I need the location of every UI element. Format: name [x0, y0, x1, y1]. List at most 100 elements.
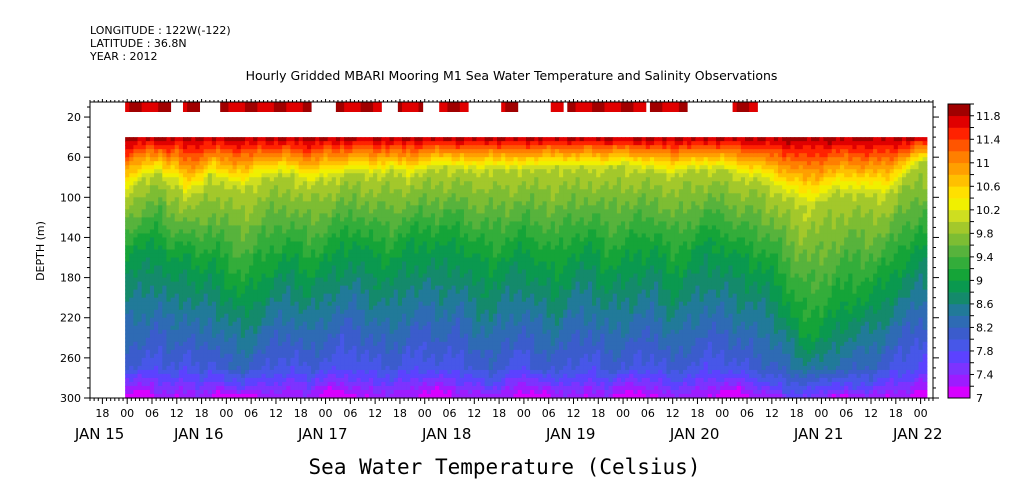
temperature-cell	[335, 253, 341, 259]
temperature-cell	[240, 149, 246, 154]
temperature-cell	[137, 297, 143, 303]
temperature-cell	[430, 301, 436, 307]
temperature-cell	[253, 361, 258, 367]
temperature-cell	[422, 229, 428, 235]
temperature-cell	[244, 205, 250, 210]
temperature-cell	[315, 169, 320, 174]
temperature-cell	[211, 337, 217, 343]
temperature-cell	[348, 353, 353, 359]
temperature-cell	[224, 233, 230, 239]
temperature-cell	[344, 221, 349, 227]
temperature-cell	[418, 205, 424, 210]
temperature-cell	[360, 273, 366, 279]
temperature-cell	[278, 205, 283, 210]
temperature-cell	[381, 141, 387, 146]
temperature-cell	[319, 145, 325, 150]
temperature-cell	[368, 233, 374, 239]
temperature-cell	[178, 393, 184, 399]
temperature-cell	[166, 389, 172, 395]
temperature-cell	[356, 269, 362, 275]
temperature-cell	[344, 377, 349, 383]
temperature-cell	[158, 353, 163, 359]
temperature-cell	[236, 209, 242, 214]
temperature-cell	[319, 229, 325, 235]
temperature-cell	[393, 209, 399, 214]
temperature-cell	[406, 333, 411, 339]
temperature-cell	[410, 173, 415, 178]
temperature-cell	[129, 273, 134, 279]
temperature-cell	[393, 153, 399, 158]
temperature-cell	[149, 253, 155, 259]
temperature-cell	[211, 193, 217, 198]
temperature-cell	[224, 273, 230, 279]
temperature-cell	[158, 169, 163, 174]
temperature-cell	[195, 285, 201, 291]
temperature-cell	[364, 285, 370, 291]
temperature-cell	[224, 193, 230, 198]
temperature-cell	[141, 181, 147, 186]
temperature-cell	[406, 249, 411, 255]
temperature-cell	[364, 189, 370, 194]
temperature-cell	[182, 153, 188, 158]
temperature-cell	[435, 229, 440, 235]
temperature-cell	[166, 333, 172, 339]
temperature-cell	[158, 289, 163, 295]
temperature-cell	[211, 373, 217, 379]
temperature-cell	[418, 197, 424, 202]
temperature-cell	[278, 345, 283, 351]
temperature-cell	[141, 285, 147, 291]
temperature-cell	[203, 161, 209, 166]
temperature-cell	[368, 309, 374, 315]
temperature-cell	[377, 301, 382, 307]
temperature-cell	[406, 265, 411, 271]
temperature-cell	[319, 369, 325, 375]
temperature-cell	[290, 157, 296, 162]
temperature-cell	[154, 293, 159, 299]
temperature-cell	[393, 169, 399, 174]
temperature-cell	[360, 321, 366, 327]
temperature-cell	[133, 233, 139, 239]
temperature-cell	[327, 137, 333, 142]
temperature-cell	[178, 361, 184, 367]
temperature-cell	[406, 273, 411, 279]
temperature-cell	[352, 337, 358, 343]
temperature-cell	[145, 381, 151, 387]
temperature-cell	[373, 289, 378, 295]
temperature-cell	[439, 209, 444, 214]
temperature-cell	[356, 173, 362, 178]
temperature-cell	[439, 213, 444, 218]
temperature-cell	[418, 173, 424, 178]
temperature-cell	[257, 205, 263, 210]
temperature-cell	[166, 173, 172, 178]
temperature-cell	[406, 253, 411, 259]
temperature-cell	[373, 157, 378, 162]
temperature-cell	[360, 249, 366, 255]
temperature-cell	[319, 137, 325, 142]
temperature-cell	[265, 213, 271, 218]
temperature-cell	[257, 137, 263, 142]
temperature-cell	[430, 353, 436, 359]
temperature-cell	[216, 169, 221, 174]
temperature-cell	[244, 285, 250, 291]
temperature-cell	[129, 165, 134, 170]
temperature-cell	[174, 377, 180, 383]
temperature-cell	[327, 369, 333, 375]
temperature-cell	[401, 149, 407, 154]
temperature-cell	[244, 221, 250, 227]
temperature-cell	[397, 309, 403, 315]
temperature-cell	[207, 393, 213, 399]
temperature-cell	[302, 221, 308, 227]
temperature-cell	[145, 333, 151, 339]
temperature-cell	[232, 237, 238, 243]
temperature-cell	[149, 289, 155, 295]
temperature-cell	[311, 285, 316, 291]
temperature-cell	[244, 305, 250, 311]
temperature-cell	[253, 217, 258, 222]
temperature-cell	[249, 313, 254, 319]
temperature-cell	[166, 353, 172, 359]
temperature-cell	[253, 337, 258, 343]
temperature-cell	[261, 349, 267, 355]
temperature-cell	[257, 393, 263, 399]
temperature-cell	[249, 201, 254, 206]
temperature-cell	[207, 141, 213, 146]
